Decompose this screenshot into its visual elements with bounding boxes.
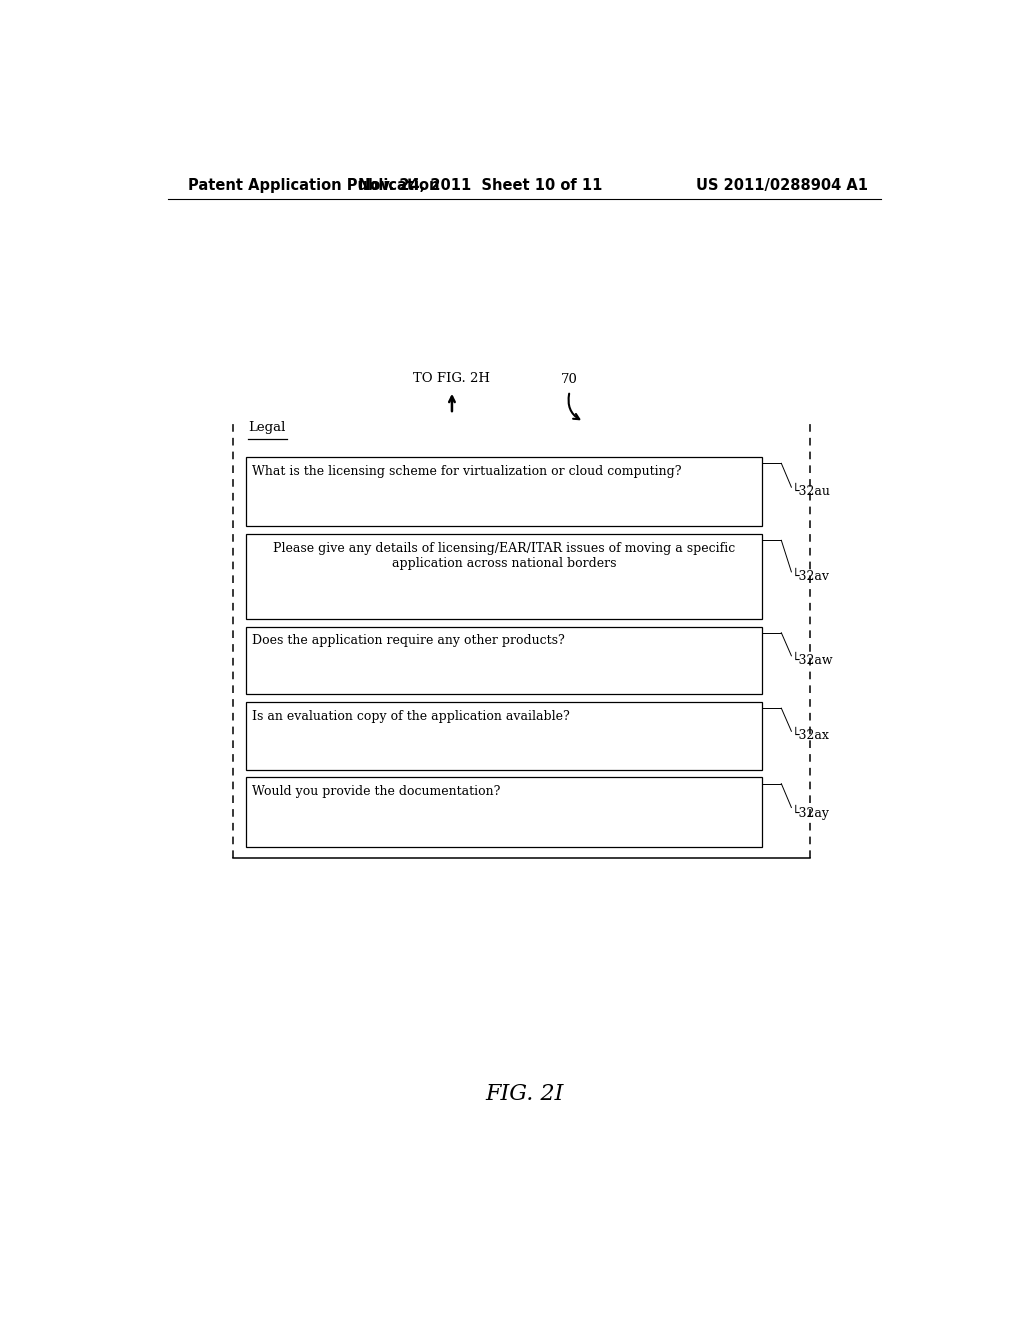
Bar (246, 535, 762, 619)
Text: Please give any details of licensing/EAR/ITAR issues of moving a specific
applic: Please give any details of licensing/EAR… (272, 543, 735, 570)
Text: Legal: Legal (248, 421, 286, 434)
Text: Patent Application Publication: Patent Application Publication (188, 178, 440, 193)
Text: └32av: └32av (792, 570, 829, 583)
Text: TO FIG. 2H: TO FIG. 2H (414, 372, 490, 385)
Text: US 2011/0288904 A1: US 2011/0288904 A1 (696, 178, 868, 193)
Text: └32aw: └32aw (792, 653, 834, 667)
Text: What is the licensing scheme for virtualization or cloud computing?: What is the licensing scheme for virtual… (252, 465, 682, 478)
Bar (246, 627, 762, 694)
Bar (246, 457, 762, 527)
Text: └32ay: └32ay (792, 804, 829, 820)
Text: Is an evaluation copy of the application available?: Is an evaluation copy of the application… (252, 710, 569, 723)
Bar (246, 777, 762, 847)
Text: FIG. 2I: FIG. 2I (485, 1082, 564, 1105)
Text: └32ax: └32ax (792, 730, 829, 742)
Text: Nov. 24, 2011  Sheet 10 of 11: Nov. 24, 2011 Sheet 10 of 11 (358, 178, 603, 193)
Text: Would you provide the documentation?: Would you provide the documentation? (252, 785, 501, 799)
Bar (246, 702, 762, 770)
Text: 70: 70 (560, 374, 578, 387)
Text: └32au: └32au (792, 486, 830, 499)
Text: Does the application require any other products?: Does the application require any other p… (252, 635, 565, 647)
